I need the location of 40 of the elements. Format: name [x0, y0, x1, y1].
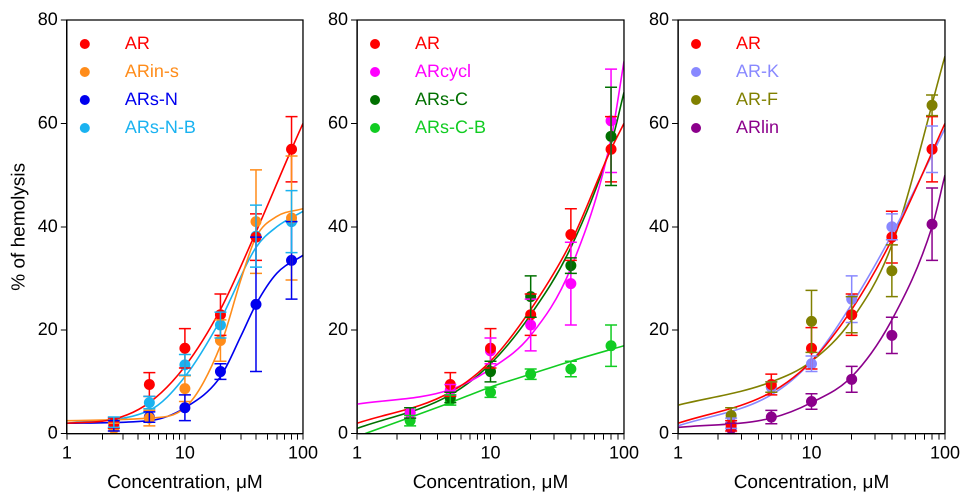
legend-label: ARin-s: [124, 60, 179, 81]
x-tick-label: 10: [480, 442, 501, 462]
x-tick-label: 100: [930, 442, 960, 462]
legend-label: AR: [415, 32, 440, 53]
y-tick-label: 20: [328, 319, 348, 340]
y-tick-label: 0: [659, 422, 670, 443]
x-axis-title: Concentration, μM: [734, 472, 890, 493]
legend-label: ARs-N: [124, 88, 178, 109]
y-tick-label: 80: [648, 8, 670, 29]
legend-label: ARs-C: [415, 88, 468, 109]
x-tick-label: 10: [174, 442, 195, 462]
legend-label: ARlin: [736, 116, 780, 137]
y-tick-label: 0: [48, 422, 58, 443]
y-tick-label: 0: [338, 422, 348, 443]
y-axis-title: % of hemolysis: [8, 162, 30, 291]
x-tick-label: 1: [352, 442, 362, 462]
y-tick-label: 20: [648, 319, 670, 340]
y-tick-label: 20: [38, 319, 58, 340]
y-tick-label: 40: [328, 216, 348, 236]
legend-label: ARcycl: [415, 60, 472, 81]
x-tick-label: 100: [288, 442, 318, 462]
y-tick-label: 60: [38, 112, 58, 132]
y-tick-label: 40: [648, 216, 670, 236]
x-axis-title: Concentration, μM: [412, 472, 568, 493]
y-tick-label: 80: [328, 8, 348, 29]
x-axis-title: Concentration, μM: [107, 472, 263, 493]
x-tick-label: 1: [62, 442, 72, 462]
y-tick-label: 40: [38, 216, 58, 236]
legend-label: ARs-N-B: [124, 116, 196, 137]
y-tick-label: 60: [328, 112, 348, 132]
legend-label: AR-F: [736, 88, 778, 109]
x-tick-label: 100: [608, 442, 640, 462]
legend-label: ARs-C-B: [415, 116, 486, 137]
y-tick-label: 60: [648, 112, 670, 132]
x-tick-label: 1: [673, 442, 684, 462]
legend-label: AR: [736, 32, 762, 53]
x-tick-label: 10: [801, 442, 822, 462]
y-tick-label: 80: [38, 8, 58, 29]
legend-label: AR-K: [736, 60, 780, 81]
legend-label: AR: [124, 32, 150, 53]
